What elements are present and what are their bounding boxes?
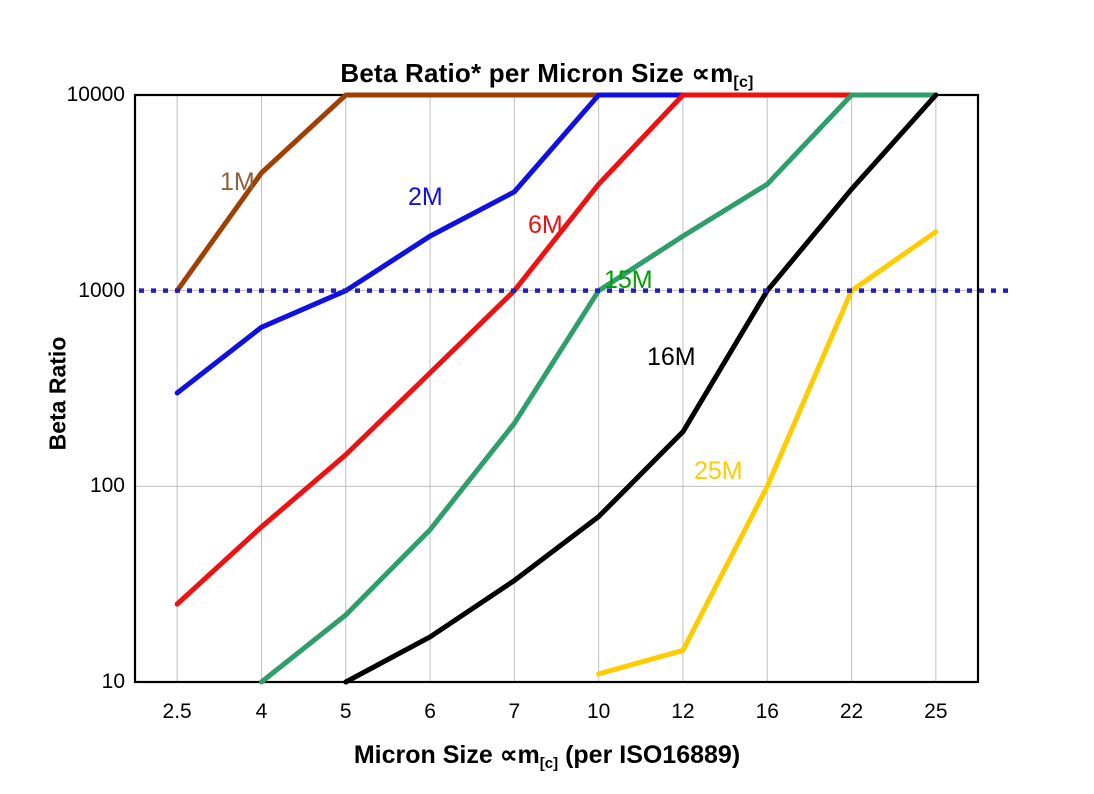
x-tick-label: 22 [839,700,864,723]
series-label-1M: 1M [220,168,255,196]
x-axis-title: Micron Size ∝m[c] (per ISO16889) [0,740,1094,772]
series-label-15M: 15M [604,266,653,294]
series-line-6M [174,92,939,607]
series-line-2M [174,92,939,396]
y-tick-label: 10000 [66,83,125,106]
series-line-16M [343,92,939,685]
series-label-16M: 16M [647,343,696,371]
x-axis-title-post: (per ISO16889) [558,741,741,769]
x-axis-title-subscript: [c] [539,755,559,772]
x-axis-title-pre: Micron Size ∝m [353,741,540,769]
y-tick-label: 10 [101,670,125,693]
chart-title-subscript: [c] [733,74,754,91]
series-label-6M: 6M [528,211,563,239]
x-tick-label: 5 [339,700,352,723]
series-line-25M [596,229,939,677]
x-tick-label: 10 [586,700,611,723]
y-tick-label: 100 [89,474,125,498]
x-tick-label: 6 [424,700,436,723]
series-label-2M: 2M [408,183,443,211]
x-tick-label: 25 [924,700,948,723]
series-label-25M: 25M [694,457,743,485]
y-axis-tick-labels: 10 100 1000 10000 [10,0,125,794]
x-tick-label: 4 [255,700,268,723]
x-tick-label: 12 [671,700,695,723]
y-tick-label: 1000 [78,278,125,302]
x-tick-label: 2.5 [162,700,192,723]
x-tick-label: 7 [508,700,521,723]
x-tick-label: 16 [755,700,779,723]
chart-title: Beta Ratio* per Micron Size ∝m[c] [0,58,1094,92]
chart-title-main: Beta Ratio* per Micron Size ∝m [340,58,734,88]
